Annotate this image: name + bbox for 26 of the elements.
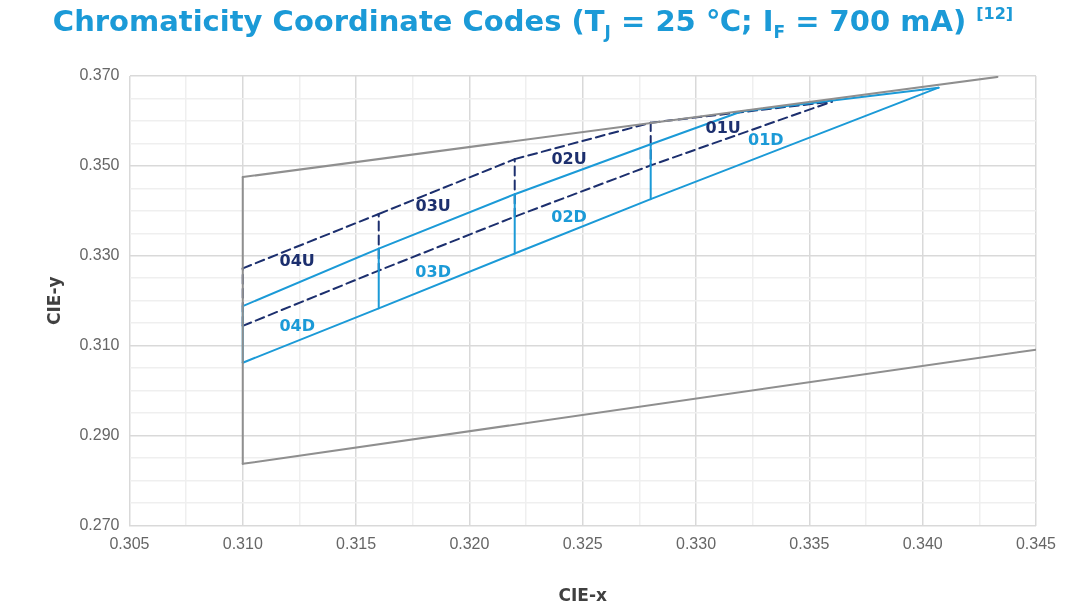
series-label: 04D (279, 316, 315, 336)
x-axis-title: CIE-x (558, 585, 607, 606)
series-label: 01U (705, 118, 741, 138)
y-tick-label: 0.310 (79, 336, 120, 354)
x-tick-label: 0.340 (902, 535, 943, 553)
y-tick-label: 0.370 (79, 66, 120, 84)
y-tick-label: 0.350 (79, 156, 120, 174)
x-tick-label: 0.315 (336, 535, 377, 553)
series-label: 04U (279, 250, 315, 270)
series-label: 01D (748, 129, 784, 149)
x-tick-label: 0.330 (676, 535, 717, 553)
x-tick-label: 0.325 (562, 535, 603, 553)
series-label: 02D (551, 206, 587, 226)
x-tick-label: 0.345 (1015, 535, 1057, 553)
y-tick-label: 0.270 (79, 515, 120, 533)
x-tick-label: 0.305 (109, 535, 150, 553)
y-tick-label: 0.290 (79, 425, 120, 443)
chart-title: Chromaticity Coordinate Codes (T$_{J}$ = 25 ℃; I$_{F}$ = 700 mA) $^{[12]}$ (51, 4, 1015, 42)
series-label: 03D (415, 261, 451, 281)
x-tick-label: 0.335 (789, 535, 830, 553)
x-tick-label: 0.310 (222, 535, 263, 553)
y-axis-title: CIE-y (43, 276, 64, 325)
y-tick-label: 0.330 (79, 246, 120, 264)
series-label: 02U (551, 148, 587, 168)
series-label: 03U (415, 196, 451, 216)
x-tick-label: 0.320 (449, 535, 490, 553)
